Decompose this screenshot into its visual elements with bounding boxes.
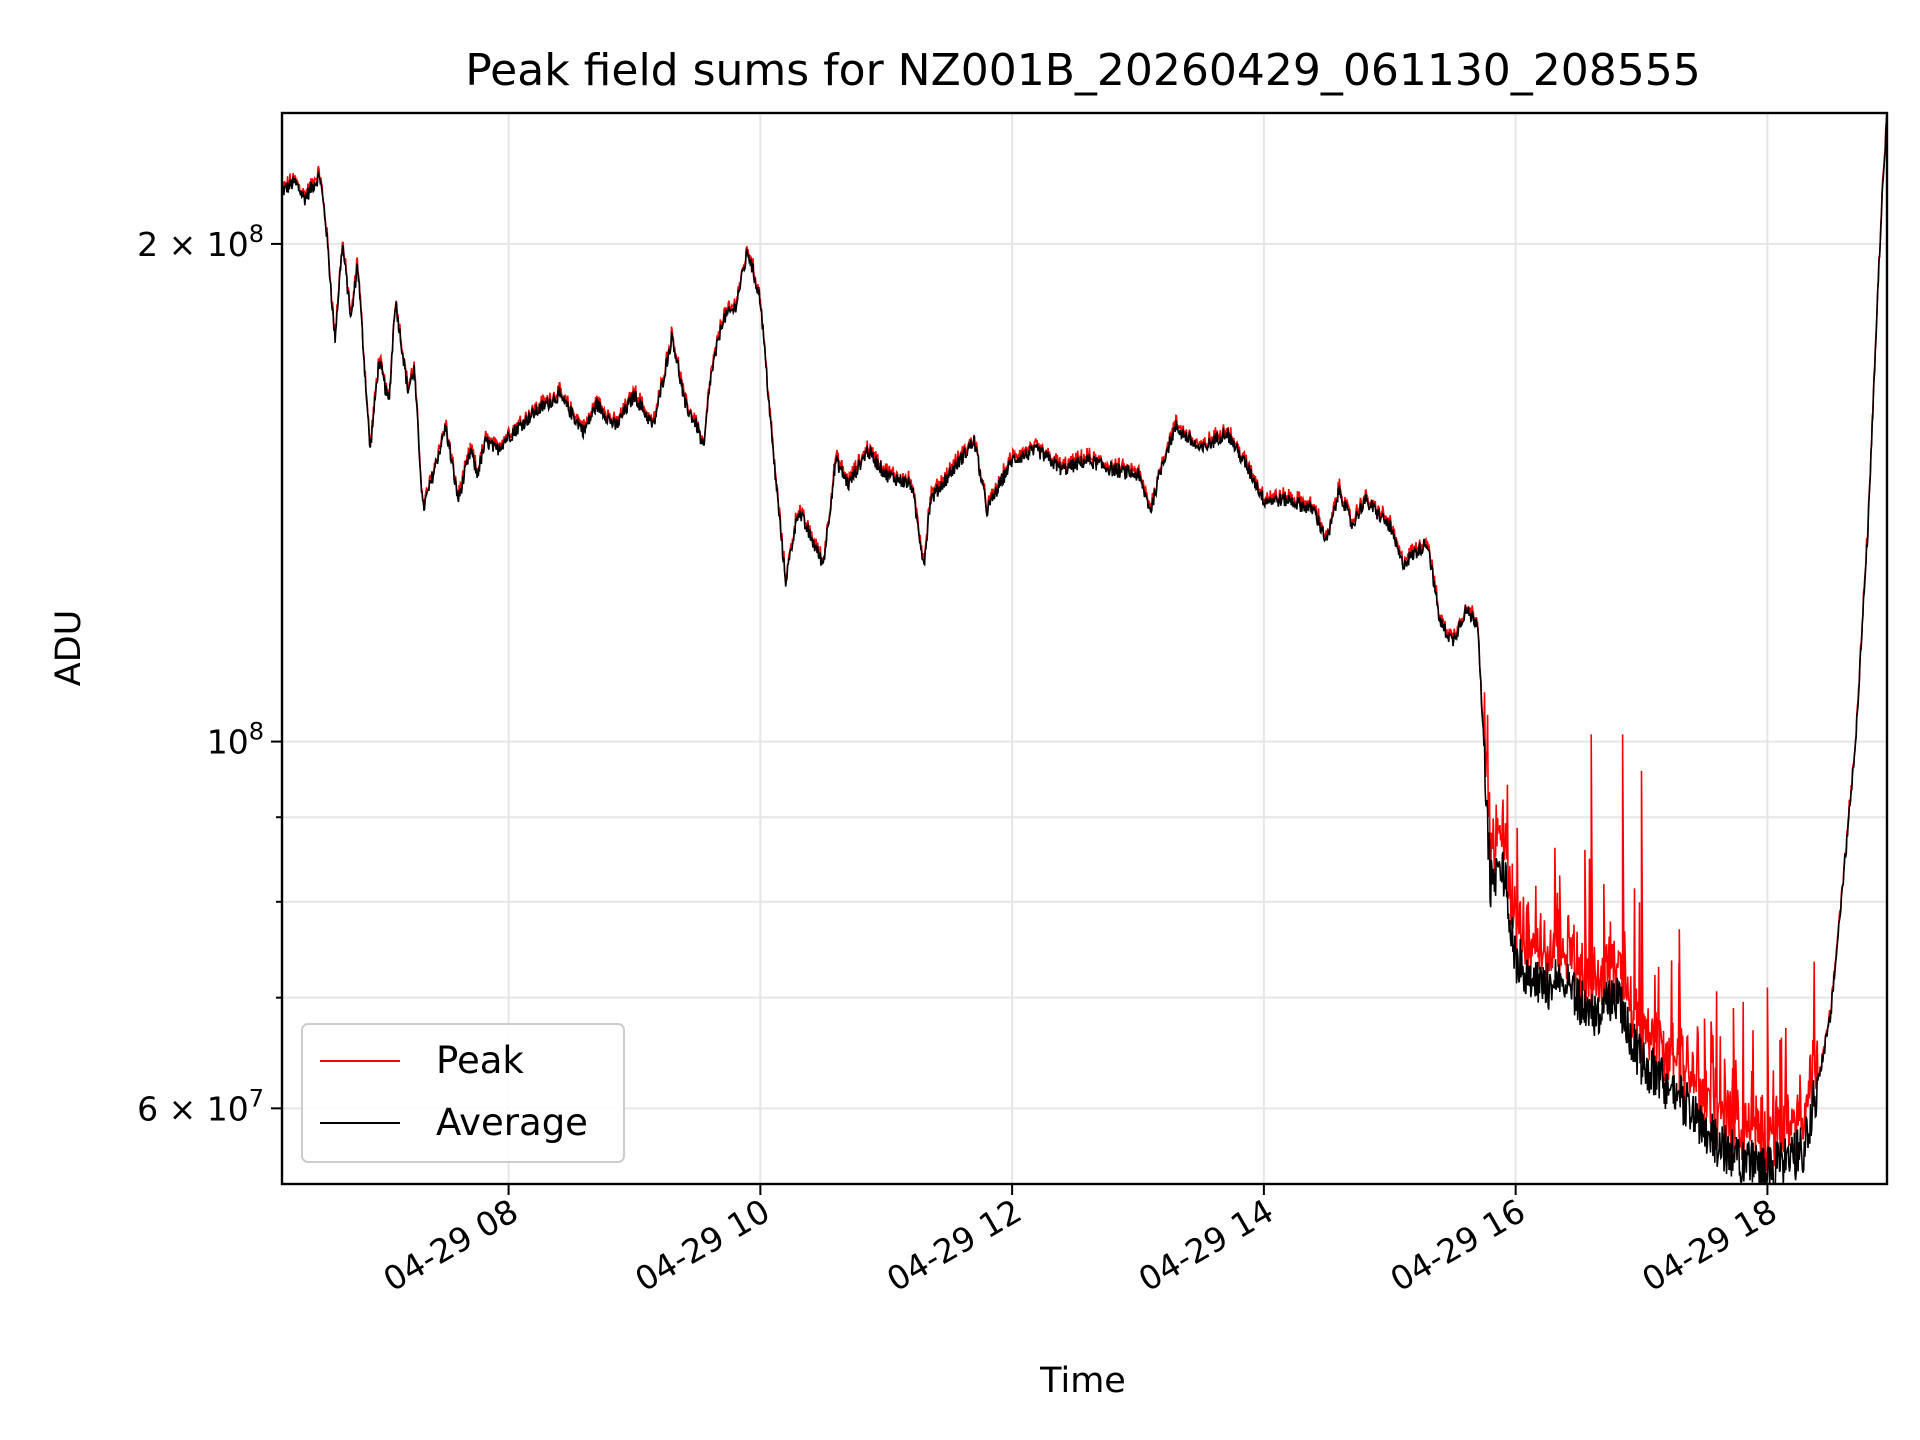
grid (282, 113, 1887, 1184)
legend-label-average: Average (436, 1101, 588, 1144)
legend-frame (301, 1023, 625, 1163)
y-tick-label-2: 6 × 107 (137, 1084, 264, 1128)
plot-area (282, 113, 1887, 1184)
axes-frame (280, 111, 1889, 1186)
x-axis-label: Time (1039, 1361, 1126, 1401)
y-axis-ticks: 2 × 108 108 6 × 107 (137, 220, 282, 1128)
y-tick-label-1: 108 (207, 718, 264, 762)
legend-label-peak: Peak (436, 1039, 524, 1082)
y-axis-label: ADU (49, 610, 89, 687)
series-line-average (282, 113, 1887, 1184)
chart-title: Peak field sums for NZ001B_20260429_0611… (465, 45, 1701, 96)
y-tick-label-0: 2 × 108 (137, 220, 264, 264)
series-group (282, 113, 1887, 1184)
legend: Peak Average (301, 1023, 625, 1163)
